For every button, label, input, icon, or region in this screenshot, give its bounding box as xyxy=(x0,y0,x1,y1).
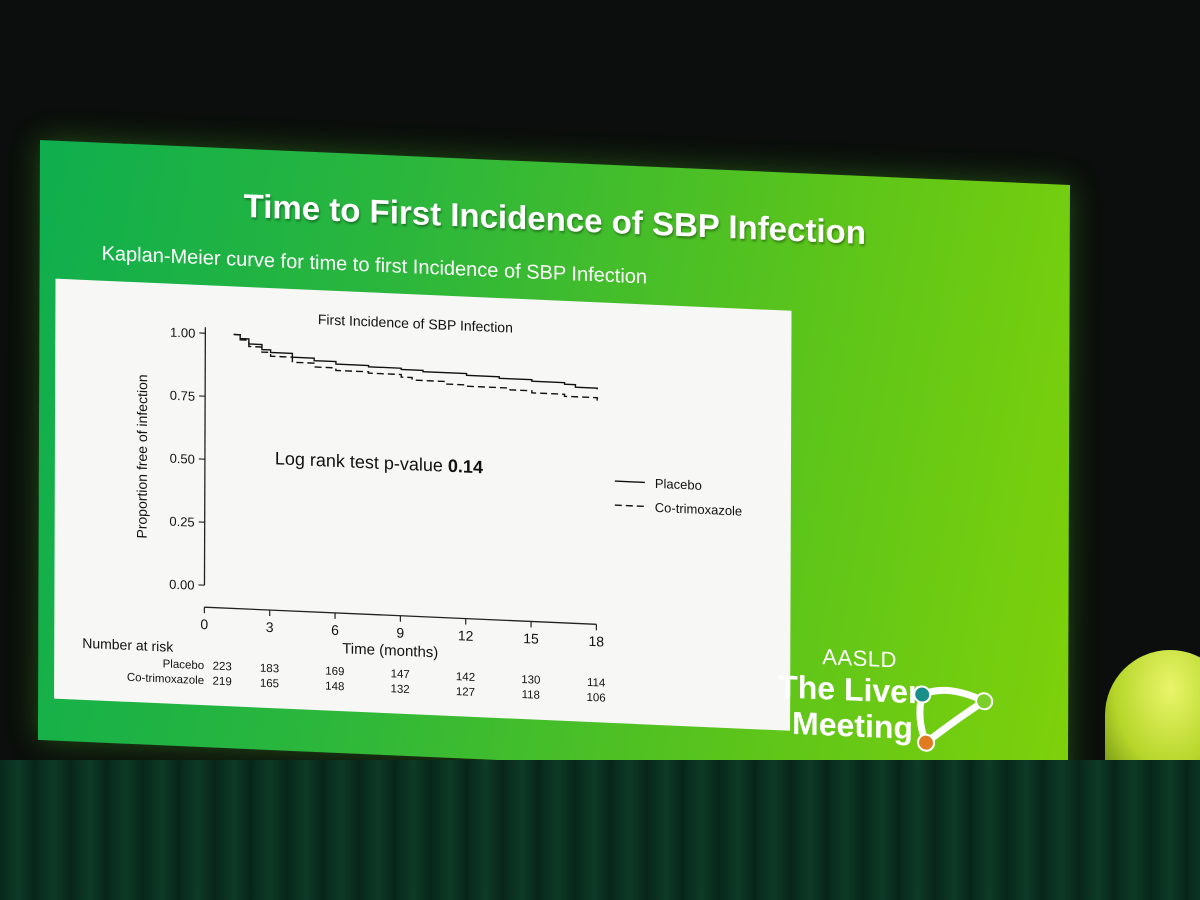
risk-cell: 118 xyxy=(522,689,540,702)
y-tick-label: 0.25 xyxy=(169,514,194,530)
y-tick-label: 1.00 xyxy=(170,325,195,341)
x-tick-label: 0 xyxy=(200,616,208,632)
risk-row-label: Co-trimoxazole xyxy=(127,672,204,687)
risk-cell: 148 xyxy=(325,680,344,693)
x-tick-label: 15 xyxy=(523,630,539,647)
x-tick-label: 3 xyxy=(266,619,274,635)
y-axis-line xyxy=(203,327,207,586)
logo-ring xyxy=(916,686,992,749)
log-rank-annotation: Log rank test p-value 0.14 xyxy=(275,448,483,477)
risk-cell: 223 xyxy=(213,661,232,674)
stage-curtain xyxy=(0,760,1200,900)
liver-meeting-logo-icon xyxy=(913,685,994,752)
axes: 0.00 0.25 0.50 0.75 1.00 0 3 6 9 12 15 18 xyxy=(169,325,605,650)
risk-cell: 106 xyxy=(587,692,606,705)
chart-panel: First Incidence of SBP Infection Proport… xyxy=(54,278,792,731)
x-tick-label: 9 xyxy=(396,625,404,641)
risk-cell: 165 xyxy=(260,678,279,691)
log-rank-p-value: 0.14 xyxy=(448,456,483,478)
risk-cell: 169 xyxy=(325,665,344,678)
x-tick-label: 6 xyxy=(331,622,339,638)
risk-row-label: Placebo xyxy=(163,658,205,672)
risk-cell: 132 xyxy=(391,683,410,696)
risk-cell: 127 xyxy=(456,686,475,699)
slide-subtitle: Kaplan-Meier curve for time to first Inc… xyxy=(101,242,648,289)
series-line-1 xyxy=(233,333,598,401)
survival-curves xyxy=(233,333,598,401)
x-tick-label: 12 xyxy=(458,627,474,644)
log-rank-text: Log rank test p-value xyxy=(275,448,448,476)
brand-org: AASLD xyxy=(822,644,898,673)
logo-dot-orange xyxy=(917,733,936,752)
series-line-0 xyxy=(233,333,598,390)
legend-label-1: Co-trimoxazole xyxy=(655,500,742,519)
legend-swatch-0 xyxy=(614,480,645,484)
risk-cell: 114 xyxy=(587,677,606,690)
risk-cell: 219 xyxy=(213,676,232,689)
conference-branding: AASLD The Liver Meeting xyxy=(778,642,1038,773)
risk-cell: 142 xyxy=(456,671,475,684)
brand-line-2: Meeting xyxy=(792,704,914,747)
legend-swatch-1 xyxy=(614,504,645,508)
logo-dot-teal xyxy=(913,685,932,704)
logo-dot-green xyxy=(975,692,994,711)
risk-cell: 130 xyxy=(521,674,540,687)
presentation-slide: Time to First Incidence of SBP Infection… xyxy=(37,140,1070,785)
y-axis-label: Proportion free of infection xyxy=(134,374,151,539)
x-tick-label: 18 xyxy=(589,633,605,650)
chart-title: First Incidence of SBP Infection xyxy=(318,311,513,336)
legend: Placebo Co-trimoxazole xyxy=(614,476,742,519)
x-axis-label: Time (months) xyxy=(342,640,438,661)
kaplan-meier-chart: First Incidence of SBP Infection Proport… xyxy=(82,311,742,705)
y-tick-label: 0.50 xyxy=(170,451,195,467)
risk-table-title: Number at risk xyxy=(82,635,174,655)
podium xyxy=(1105,650,1200,780)
y-tick-label: 0.75 xyxy=(170,388,195,404)
risk-cell: 147 xyxy=(391,668,410,681)
risk-cell: 183 xyxy=(260,663,279,676)
legend-label-0: Placebo xyxy=(655,476,702,493)
risk-table: Placebo 223 183 169 147 142 130 114 Co-trimoxazo… xyxy=(127,658,606,705)
y-tick-label: 0.00 xyxy=(169,577,194,593)
